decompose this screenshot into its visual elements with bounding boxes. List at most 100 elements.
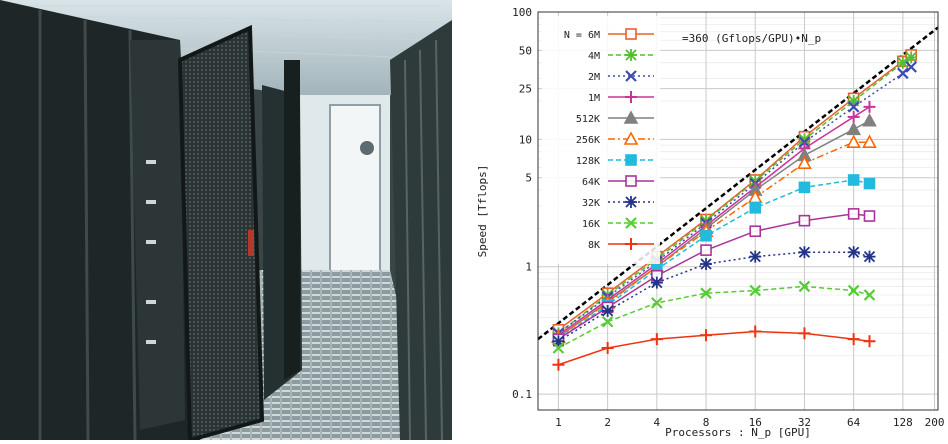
data-point: [700, 229, 712, 242]
legend-label: 64K: [582, 177, 600, 188]
series-line: [557, 66, 912, 334]
data-point: [700, 287, 712, 299]
series-10: [552, 325, 876, 371]
reference-line: [537, 26, 939, 341]
legend-label: 128K: [576, 156, 600, 167]
data-point: [863, 100, 876, 113]
y-tick-label: 5: [525, 172, 532, 185]
x-tick-label: 2: [604, 416, 611, 429]
y-tick-label: 1: [525, 261, 532, 274]
legend-swatch-marker: [625, 154, 637, 166]
data-point: [847, 208, 860, 220]
marker-stroke: [601, 315, 614, 328]
data-point: [700, 329, 713, 342]
legend-label: 4M: [588, 51, 600, 62]
series-line: [557, 179, 870, 340]
marker-stroke: [749, 284, 762, 297]
data-point: [863, 210, 876, 222]
data-point: [651, 297, 663, 309]
marker-stroke: [700, 287, 712, 299]
series-line: [557, 106, 870, 336]
data-point: [601, 342, 614, 355]
marker-stroke: [625, 217, 637, 229]
data-point: [863, 335, 876, 348]
legend-swatch-marker: [625, 217, 637, 229]
server-room-illustration: [0, 0, 452, 440]
legend-label: 16K: [582, 219, 600, 230]
legend-swatch-marker: [625, 49, 637, 61]
data-point: [798, 327, 811, 340]
marker-stroke: [905, 61, 917, 73]
marker-stroke: [847, 101, 860, 113]
x-tick-label: 1: [555, 416, 562, 429]
legend-label: 1M: [588, 93, 600, 104]
y-tick-label: 0.1: [512, 388, 532, 401]
marker-stroke: [625, 70, 637, 82]
data-point: [749, 284, 762, 297]
series-group: [551, 49, 918, 371]
gpu-scaling-chart: 0.1 1 5 10 25 50 100 1 2 4 8 16 32 64 128 200 N = 6M 4M 2…: [452, 0, 948, 440]
data-point: [650, 333, 663, 346]
data-point: [798, 181, 811, 194]
data-point: [797, 155, 812, 169]
series-line: [558, 285, 870, 349]
marker-stroke: [798, 280, 811, 293]
y-tick-label: 10: [519, 133, 532, 146]
x-tick-label: 64: [847, 416, 861, 429]
y-tick-label: 100: [512, 6, 532, 19]
data-point: [846, 134, 861, 148]
legend-label: N = 6M: [564, 30, 600, 41]
legend-label: 2M: [588, 72, 600, 83]
data-point: [601, 304, 614, 317]
data-point: [905, 61, 917, 73]
data-point: [846, 121, 861, 136]
marker-stroke: [651, 297, 663, 309]
legend-swatch-marker: [625, 70, 637, 82]
axes: 0.1 1 5 10 25 50 100 1 2 4 8 16 32 64 128 200: [512, 6, 944, 429]
data-point: [847, 101, 860, 113]
legend-swatch-marker: [623, 110, 639, 124]
x-tick-label: 200: [925, 416, 945, 429]
data-point: [863, 177, 876, 190]
legend-swatch-marker: [625, 28, 637, 40]
legend-label: 8K: [588, 240, 600, 251]
chart-plot: 0.1 1 5 10 25 50 100 1 2 4 8 16 32 64 128 200 N = 6M 4M 2…: [452, 0, 948, 440]
legend: N = 6M 4M 2M 1M 512K 256K 128K 64K 32K 16K 8K: [542, 16, 660, 264]
series-line: [557, 141, 870, 338]
data-point: [601, 315, 614, 328]
legend-swatch-marker: [625, 196, 637, 208]
data-point: [905, 51, 918, 64]
server-room-photo: [0, 0, 452, 440]
legend-label: 512K: [576, 114, 600, 125]
data-point: [749, 325, 762, 338]
data-point: [798, 214, 811, 227]
x-axis-label: Processors : N_p [GPU]: [665, 426, 811, 439]
legend-label: 256K: [576, 135, 600, 146]
marker-stroke: [897, 67, 909, 80]
x-tick-label: 4: [654, 416, 661, 429]
data-point: [700, 244, 712, 256]
data-point: [700, 258, 713, 271]
data-point: [749, 202, 762, 214]
data-point: [847, 333, 860, 346]
x-tick-label: 128: [893, 416, 913, 429]
legend-swatch-marker: [625, 175, 637, 187]
reference-line-group: [537, 26, 939, 341]
series-line: [558, 330, 870, 366]
annotation: =360 (Gflops/GPU)•N_p: [682, 32, 821, 45]
marker-stroke: [552, 342, 565, 354]
data-point: [862, 134, 877, 148]
data-point: [798, 246, 811, 259]
legend-box: [542, 16, 660, 264]
data-point: [798, 280, 811, 293]
plot-frame: [537, 11, 939, 411]
x-tick-label: 8: [703, 416, 710, 429]
marker-stroke: [863, 289, 876, 301]
marker-stroke: [798, 136, 811, 148]
data-point: [897, 67, 909, 80]
data-point: [847, 110, 860, 123]
legend-label: 32K: [582, 198, 600, 209]
data-point: [552, 358, 565, 371]
legend-swatch-marker: [623, 131, 639, 145]
data-point: [847, 95, 860, 108]
